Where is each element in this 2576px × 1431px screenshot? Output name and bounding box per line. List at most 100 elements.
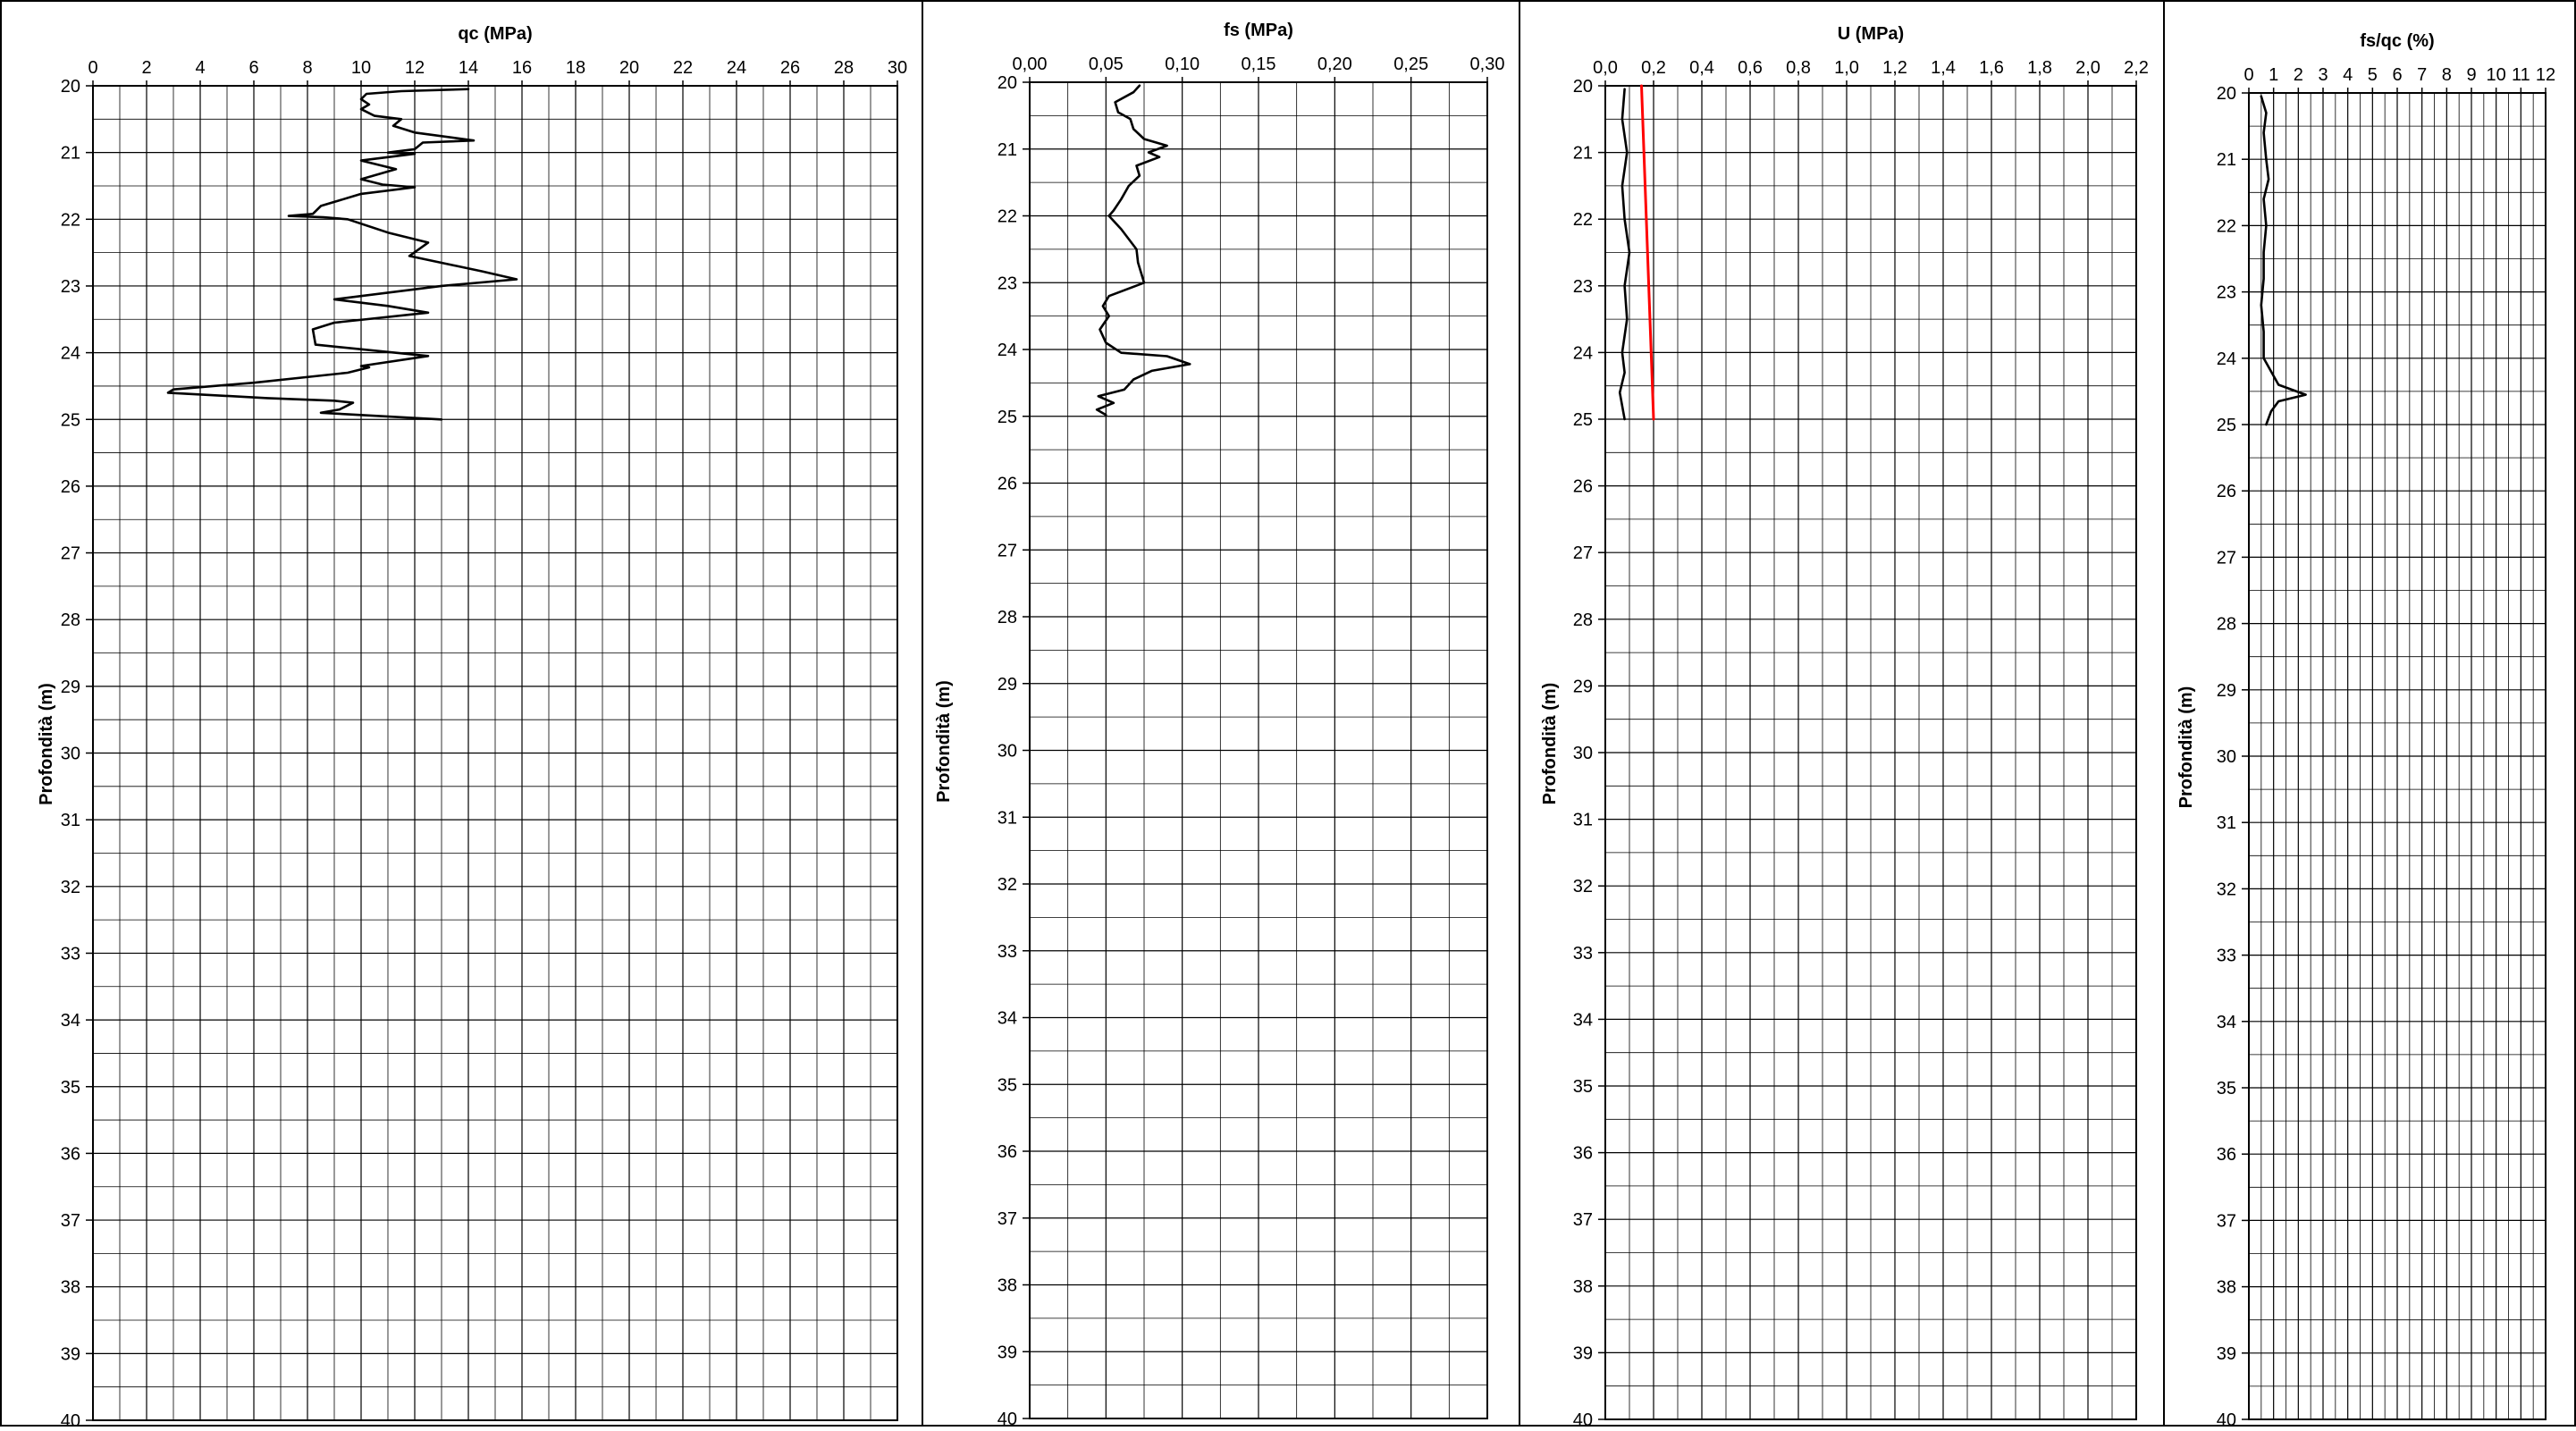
x-tick-label: 1,0 [1834,58,1859,78]
x-tick-label: 2 [2294,65,2303,85]
y-tick-label: 21 [2217,150,2236,170]
x-tick-label: 0,00 [1013,55,1048,74]
y-tick-label: 38 [2217,1278,2236,1298]
y-tick-label: 22 [61,210,80,230]
y-axis-label: Profondità (m) [1540,683,1560,805]
y-tick-label: 38 [1573,1277,1593,1297]
x-tick-label: 0,4 [1689,58,1714,78]
y-axis-label: Profondità (m) [37,683,56,805]
x-tick-label: 20 [619,58,639,78]
series-line-2 [1640,84,1655,421]
y-tick-label: 28 [998,608,1017,627]
y-tick-label: 25 [61,410,80,430]
y-tick-label: 24 [998,341,1017,360]
y-tick-label: 30 [61,745,80,764]
chart-title: fs (MPa) [1224,21,1293,40]
y-tick-label: 35 [1573,1077,1593,1097]
x-tick-label: 14 [459,58,478,78]
y-tick-label: 21 [61,144,80,164]
y-tick-label: 35 [61,1078,80,1098]
x-tick-label: 0,10 [1165,55,1200,74]
y-tick-label: 40 [1573,1410,1593,1427]
x-tick-label: 12 [405,58,425,78]
chart-title: fs/qc (%) [2360,31,2434,51]
x-tick-label: 0,15 [1242,55,1276,74]
x-tick-label: 10 [351,58,371,78]
y-tick-label: 33 [1573,944,1593,964]
y-tick-label: 25 [2217,416,2236,435]
x-tick-label: 4 [2343,65,2353,85]
y-tick-label: 32 [998,875,1017,895]
y-tick-label: 27 [2217,548,2236,568]
x-tick-label: 0 [2243,65,2253,85]
y-tick-label: 33 [61,944,80,964]
y-tick-label: 26 [998,475,1017,494]
y-tick-label: 35 [998,1075,1017,1095]
y-tick-label: 25 [998,408,1017,427]
y-tick-label: 40 [2217,1410,2236,1427]
y-tick-label: 20 [1573,77,1593,97]
y-tick-label: 39 [998,1343,1017,1362]
x-tick-label: 2,2 [2124,58,2149,78]
chart-panel-4: 0 1 2 3 4 5 6 7 8 9 10 11 12202122232425262728293031… [2176,31,2555,1430]
y-tick-label: 21 [998,140,1017,160]
y-tick-label: 25 [1573,410,1593,430]
y-tick-label: 37 [1573,1210,1593,1230]
y-tick-label: 28 [61,610,80,630]
x-tick-label: 1,4 [1931,58,1956,78]
x-tick-label: 6 [248,58,258,78]
y-tick-label: 26 [1573,477,1593,497]
y-tick-label: 36 [2217,1145,2236,1165]
y-tick-label: 40 [61,1411,80,1427]
y-tick-label: 34 [2217,1013,2236,1032]
y-axis-label: Profondità (m) [934,680,954,803]
y-tick-label: 20 [2217,84,2236,104]
chart-panel-3: 0,0 0,2 0,4 0,6 0,8 1,0 1,2 1,4 1,6 1,8 2,0 2,2 20 21… [1540,24,2149,1430]
y-tick-label: 29 [998,675,1017,694]
x-tick-label: 12 [2536,65,2555,85]
y-tick-label: 36 [61,1144,80,1164]
y-tick-label: 36 [1573,1144,1593,1164]
y-tick-label: 27 [998,541,1017,560]
x-tick-label: 30 [888,58,907,78]
y-tick-label: 38 [61,1278,80,1298]
y-tick-label: 29 [61,678,80,697]
series-line-1 [166,88,518,421]
x-tick-label: 6 [2392,65,2402,85]
x-tick-label: 0,6 [1738,58,1763,78]
y-tick-label: 24 [1573,343,1593,363]
x-tick-label: 0,05 [1089,55,1124,74]
y-tick-label: 27 [1573,543,1593,563]
x-tick-label: 18 [566,58,585,78]
y-tick-label: 30 [1573,744,1593,763]
x-tick-label: 0,20 [1317,55,1352,74]
y-tick-label: 22 [998,207,1017,227]
y-tick-label: 30 [2217,747,2236,767]
x-tick-label: 10 [2487,65,2506,85]
x-tick-label: 0,8 [1786,58,1811,78]
y-tick-label: 23 [1573,277,1593,297]
y-tick-label: 40 [998,1410,1017,1427]
y-tick-label: 30 [998,742,1017,762]
y-tick-label: 37 [998,1209,1017,1229]
y-tick-label: 37 [2217,1211,2236,1231]
y-tick-label: 23 [998,274,1017,293]
x-tick-label: 1 [2269,65,2278,85]
x-tick-label: 8 [302,58,312,78]
x-tick-label: 1,8 [2027,58,2052,78]
y-tick-label: 22 [1573,210,1593,230]
x-tick-label: 4 [195,58,205,78]
x-tick-label: 22 [673,58,693,78]
chart-panel-2: 0,00 0,05 0,10 0,15 0,20 0,25 0,30 20 21 22 23 24 25… [934,21,1504,1429]
y-tick-label: 21 [1573,144,1593,164]
chart-title: U (MPa) [1838,24,1904,44]
x-tick-label: 3 [2318,65,2328,85]
y-tick-label: 31 [61,811,80,830]
series-line-1 [2260,95,2307,426]
y-tick-label: 26 [61,477,80,497]
y-tick-label: 34 [1573,1010,1593,1030]
x-tick-label: 11 [2512,65,2530,85]
